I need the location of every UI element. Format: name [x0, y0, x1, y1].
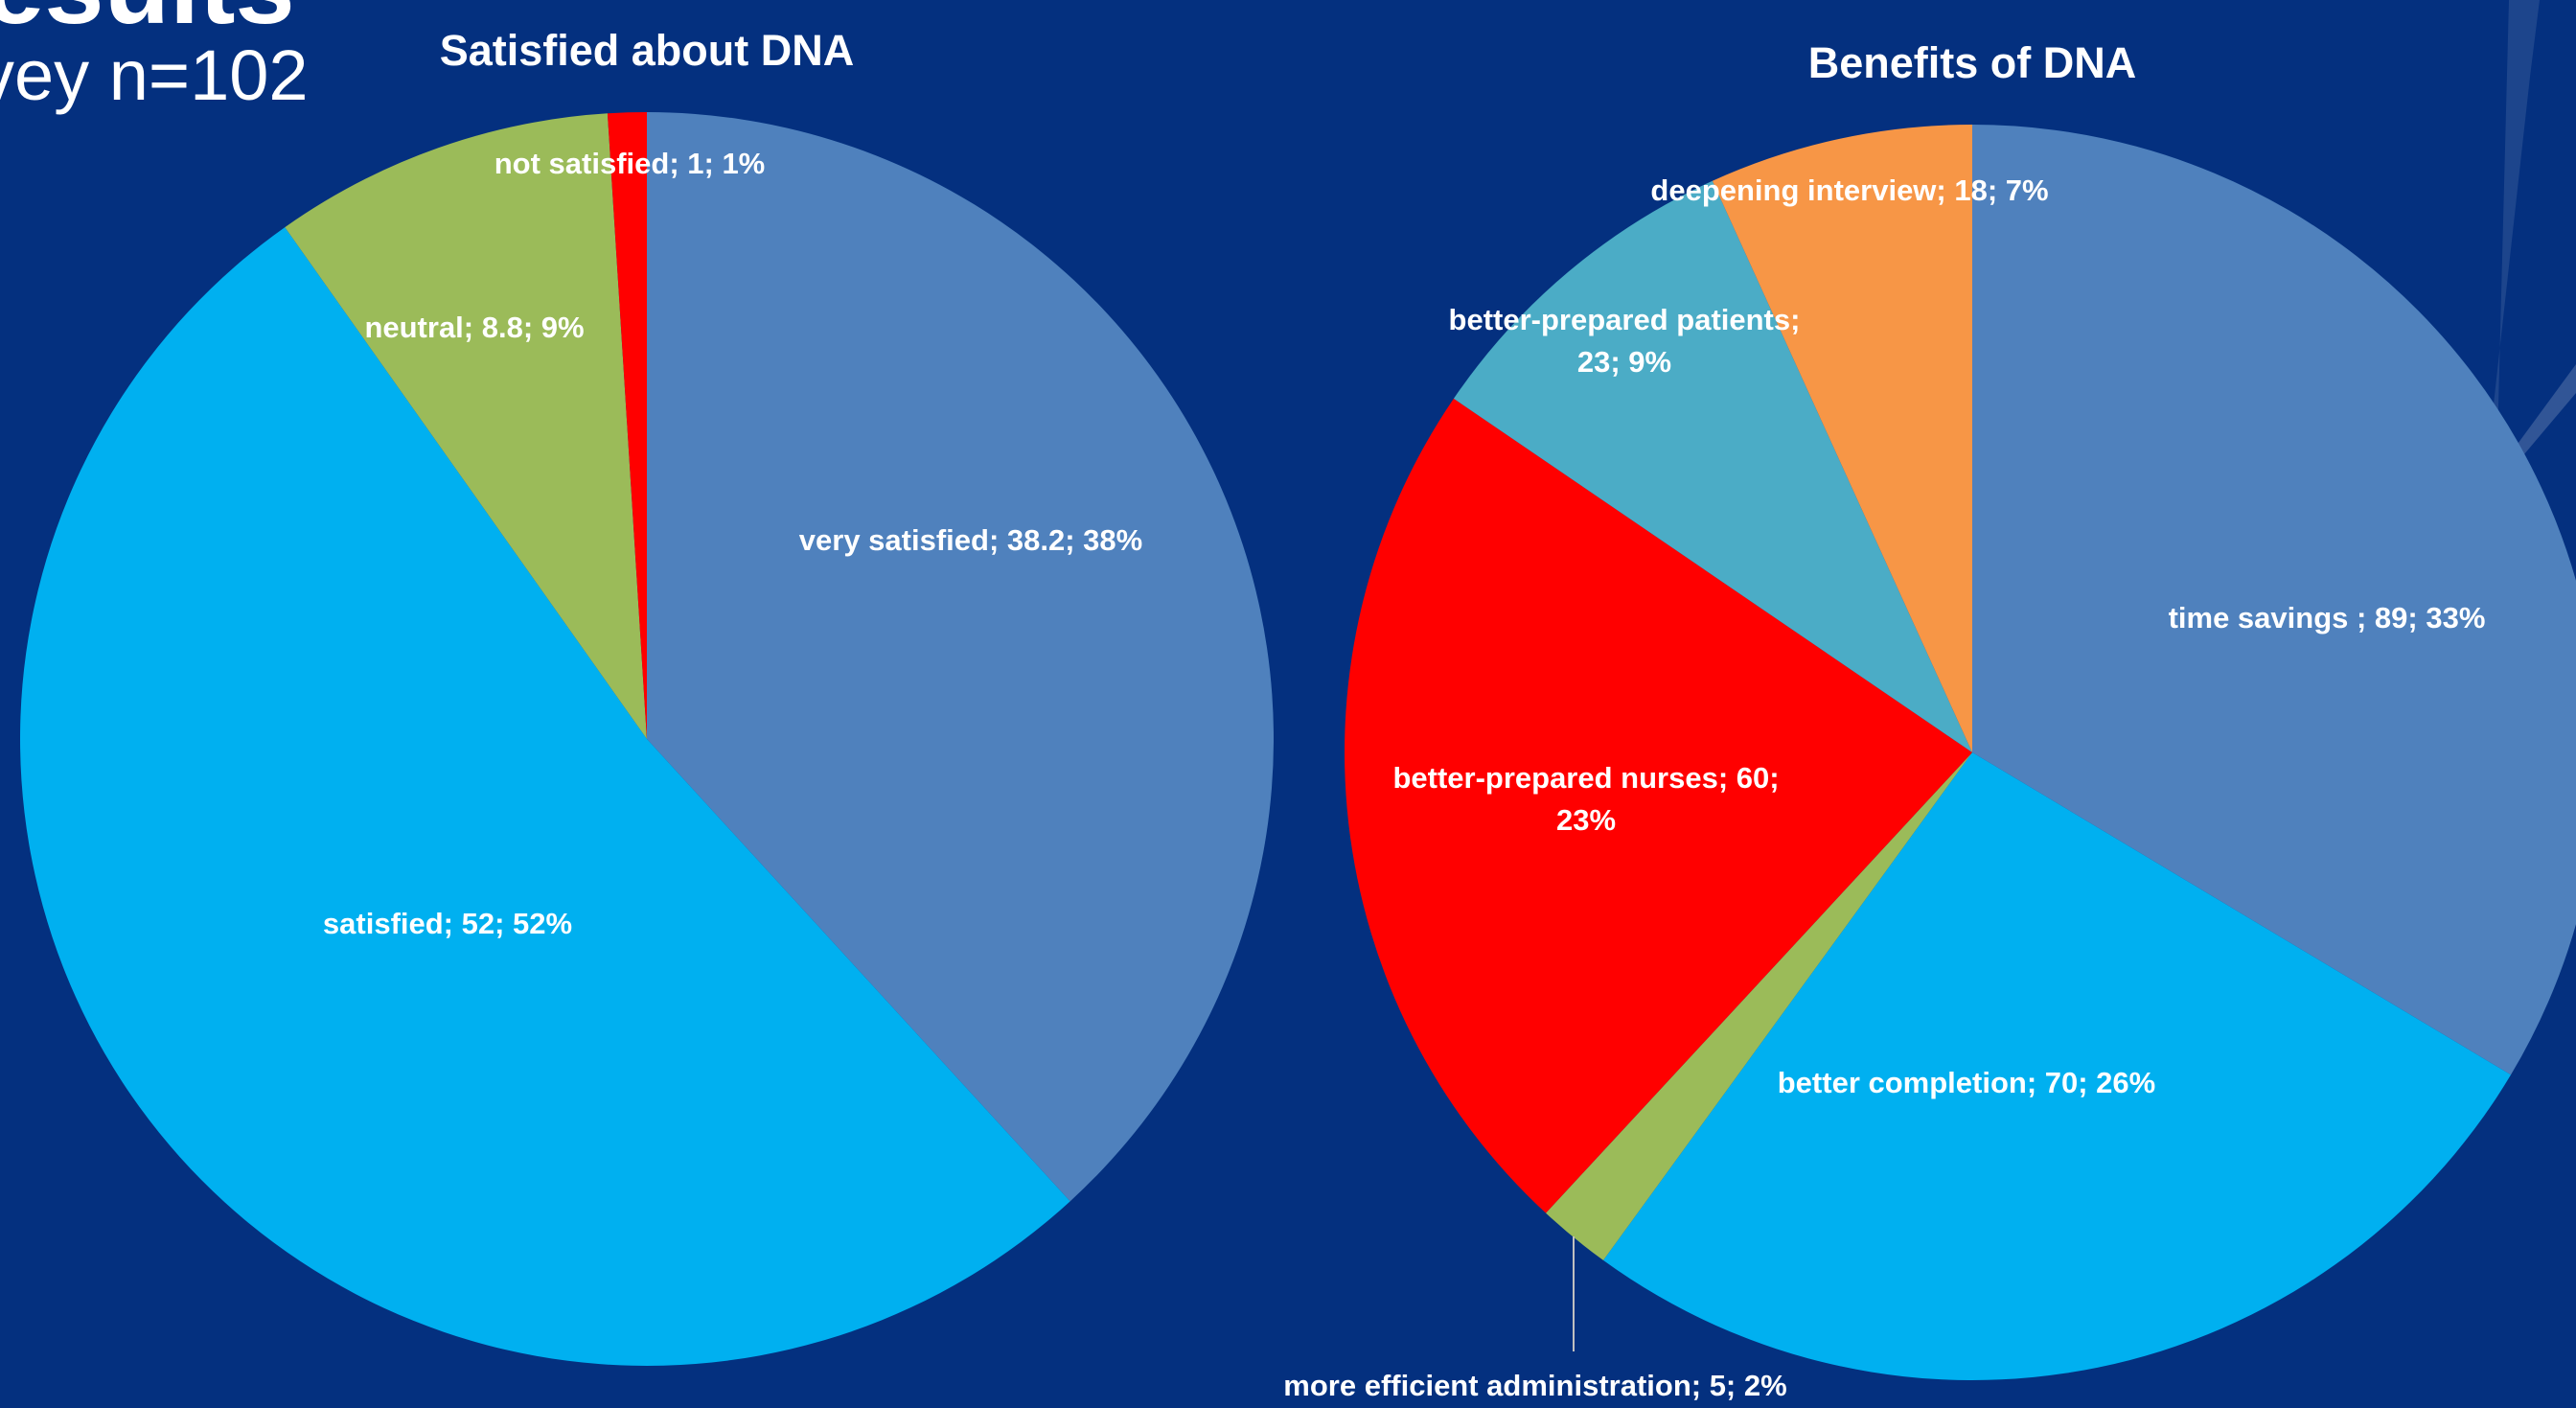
slice-label-better-prepared-patients-line1: better-prepared patients;	[1449, 303, 1801, 336]
slide-subtitle: vey n=102	[0, 35, 309, 115]
pie-slice-neutral	[285, 113, 647, 739]
pie-slice-satisfied	[20, 227, 1070, 1366]
slice-label-time-savings: time savings ; 89; 33%	[2169, 601, 2486, 635]
slice-label-better-completion: better completion; 70; 26%	[1778, 1066, 2155, 1099]
slice-label-better-prepared-nurses-line2: 23%	[1556, 803, 1616, 837]
slice-label-better-prepared-patients-line2: 23; 9%	[1577, 345, 1671, 379]
chart-title-benefits: Benefits of DNA	[1808, 38, 2137, 87]
pie-slice-better-prepared-nurses	[1345, 398, 1972, 1213]
pie-labels-satisfaction: very satisfied; 38.2; 38% satisfied; 52;…	[323, 147, 1142, 940]
decorative-shape	[2492, 0, 2576, 479]
slide-title: esults	[0, 0, 295, 40]
slice-label-better-prepared-nurses-line1: better-prepared nurses; 60;	[1392, 761, 1779, 795]
pie-slice-more-efficient-administration	[1546, 752, 1972, 1260]
pie-slice-very-satisfied	[647, 112, 1274, 1202]
pie-slice-better-completion	[1603, 752, 2511, 1380]
slice-label-very-satisfied: very satisfied; 38.2; 38%	[799, 523, 1142, 557]
slice-label-more-efficient-administration: more efficient administration; 5; 2%	[1283, 1369, 1786, 1402]
chart-title-satisfaction: Satisfied about DNA	[440, 26, 855, 75]
pie-slice-deepening-interview	[1712, 125, 1972, 752]
slice-label-not-satisfied: not satisfied; 1; 1%	[494, 147, 766, 180]
pie-labels-benefits: time savings ; 89; 33% better completion…	[1283, 173, 2485, 1402]
pie-slices-satisfaction	[20, 112, 1274, 1366]
pie-slice-time-savings	[1972, 125, 2576, 1075]
slice-label-deepening-interview: deepening interview; 18; 7%	[1650, 173, 2048, 207]
pie-slice-better-prepared-patients	[1453, 180, 1972, 752]
pie-chart-benefits: Benefits of DNA time savings ; 89; 33% b…	[1283, 38, 2576, 1402]
pie-slices-benefits	[1345, 125, 2576, 1380]
pie-chart-satisfaction: Satisfied about DNA very satisfied; 38.2…	[20, 26, 1274, 1366]
slice-label-satisfied: satisfied; 52; 52%	[323, 907, 572, 940]
slice-label-neutral: neutral; 8.8; 9%	[364, 311, 584, 344]
pie-slice-not-satisfied	[607, 112, 647, 739]
